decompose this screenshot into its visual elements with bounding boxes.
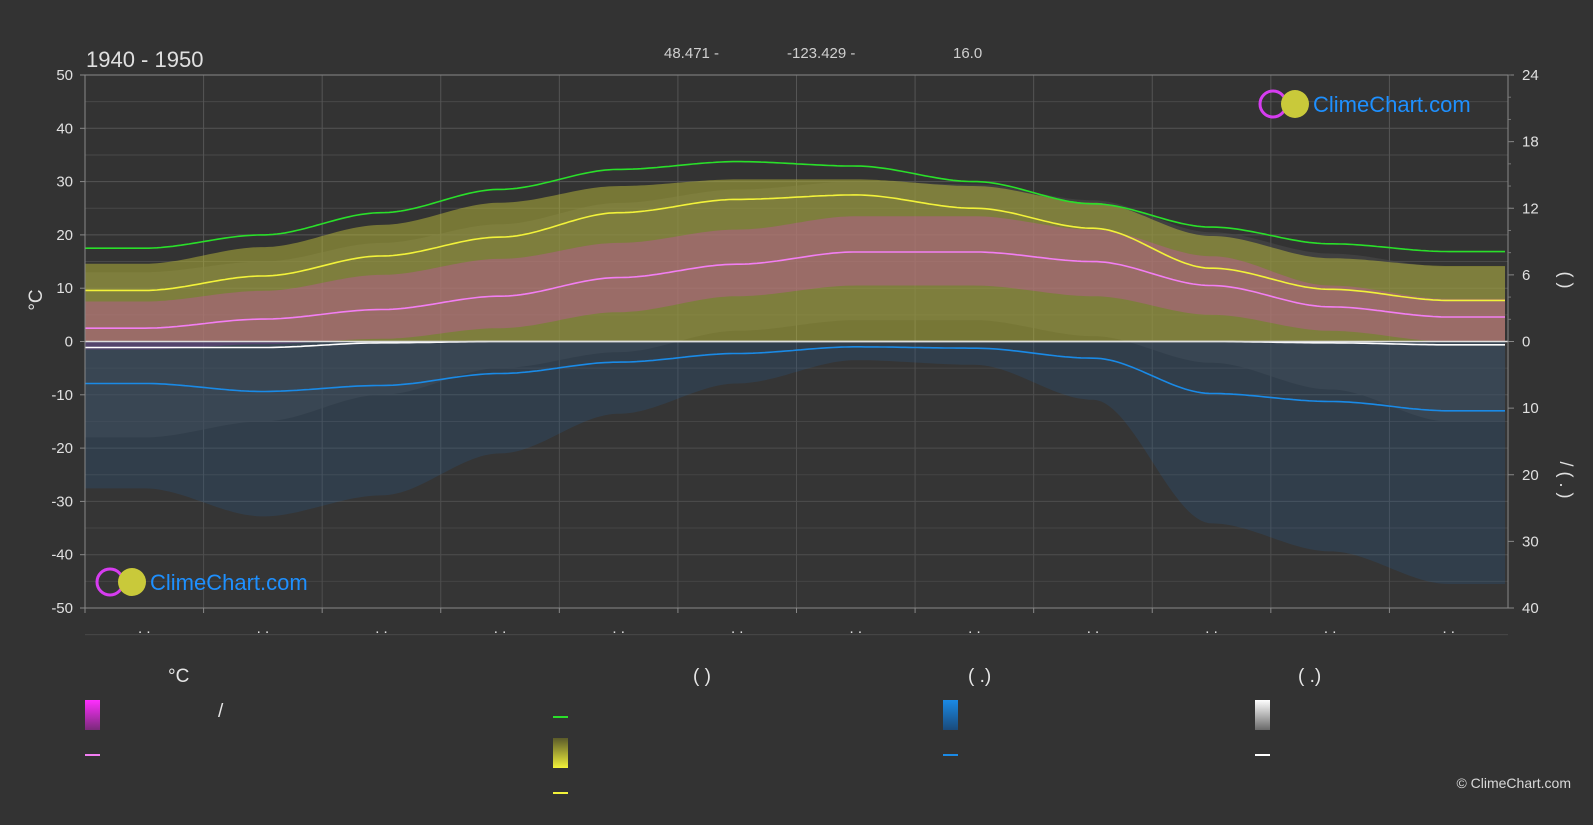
legend-sunshine-range-swatch	[553, 738, 568, 768]
x-tick-label: . .	[612, 620, 625, 637]
y-right-top-tick-label: 24	[1522, 67, 1539, 84]
x-tick-label: . .	[1324, 620, 1337, 637]
x-tick-label: . .	[850, 620, 863, 637]
legend-snow-header: ( .)	[1298, 666, 1322, 687]
y-right-bottom-axis-label: / ( . )	[1556, 462, 1576, 499]
y-left-tick-label: -40	[51, 547, 73, 564]
legend-temp-range-swatch	[85, 700, 100, 730]
x-tick-label: . .	[1205, 620, 1218, 637]
daylight-line	[85, 160, 1505, 253]
x-tick-label: . .	[375, 620, 388, 637]
precip-band	[85, 341, 1505, 584]
y-left-tick-label: 20	[56, 227, 73, 244]
x-tick-label: . .	[1442, 620, 1455, 637]
y-left-tick-label: 30	[56, 174, 73, 191]
precip-line	[85, 346, 1505, 412]
legend-sunshine-swatch	[553, 792, 568, 794]
legend-precip-range-swatch	[943, 700, 958, 730]
y-right-top-tick-label: 18	[1522, 134, 1539, 151]
data-lines	[85, 160, 1508, 412]
y-left-tick-label: -20	[51, 440, 73, 457]
y-left-tick-label: -30	[51, 493, 73, 510]
elevation-text: 16.0	[953, 45, 982, 62]
y-left-tick-label: 50	[56, 67, 73, 84]
legend-temperature-header: °C	[168, 666, 190, 687]
y-left-tick-label: -10	[51, 387, 73, 404]
legend-daylight-swatch	[553, 716, 568, 718]
y-right-top-axis-label: ( )	[1556, 272, 1576, 289]
y-right-bottom-tick-label: 30	[1522, 533, 1539, 550]
longitude-text: -123.429 -	[787, 45, 855, 62]
x-tick-label: . .	[731, 620, 744, 637]
legend-temp-mean-swatch	[85, 754, 100, 756]
temp-range-band	[85, 216, 1505, 350]
logo-sun-icon	[118, 568, 146, 596]
legend-rain-header: ( .)	[968, 666, 992, 687]
x-tick-label: . .	[138, 620, 151, 637]
temp-extreme-band	[85, 181, 1505, 438]
legend-daylight-header: ( )	[693, 666, 711, 687]
y-right-bottom-tick-label: 10	[1522, 400, 1539, 417]
y-right-top-tick-label: 12	[1522, 200, 1539, 217]
latitude-text: 48.471 -	[664, 45, 719, 62]
x-tick-label: . .	[257, 620, 270, 637]
x-tick-label: . .	[968, 620, 981, 637]
y-left-tick-label: 40	[56, 120, 73, 137]
y-right-bottom-tick-label: 20	[1522, 467, 1539, 484]
axes: 50 40 30 20 10 0 -10 -20 -30 -40 -50 24 18 12 6 0 10 20 30…	[51, 67, 1538, 637]
sunshine-line	[85, 194, 1505, 302]
sunshine-band	[85, 179, 1505, 342]
logo-sun-icon	[1281, 90, 1309, 118]
climechart-logo-top: ClimeChart.com	[1258, 89, 1471, 119]
lower-shade	[85, 341, 1508, 608]
climechart-logo-bottom: ClimeChart.com	[95, 567, 308, 597]
temp_mean-line	[85, 251, 1505, 329]
data-bands	[85, 179, 1508, 608]
legend-temp-slash: /	[218, 701, 224, 722]
logo-text-top: ClimeChart.com	[1313, 92, 1471, 117]
x-tick-label: . .	[1087, 620, 1100, 637]
period-title: 1940 - 1950	[86, 47, 203, 72]
copyright: © ClimeChart.com	[1456, 775, 1571, 791]
x-tick-label: . .	[494, 620, 507, 637]
climate-chart: 50 40 30 20 10 0 -10 -20 -30 -40 -50 24 18 12 6 0 10 20 30…	[26, 45, 1576, 637]
y-left-tick-label: 10	[56, 280, 73, 297]
logo-text-bottom: ClimeChart.com	[150, 570, 308, 595]
legend-snow-swatch	[1255, 754, 1270, 756]
y-left-axis-label: °C	[26, 289, 47, 310]
y-left-tick-label: 0	[65, 334, 73, 351]
y-left-tick-label: -50	[51, 600, 73, 617]
y-right-top-tick-label: 6	[1522, 267, 1530, 284]
legend: °C ( ) ( .) ( .) /	[0, 640, 1593, 825]
y-right-bottom-tick-label: 40	[1522, 600, 1539, 617]
legend-snow-range-swatch	[1255, 700, 1270, 730]
legend-precip-swatch	[943, 754, 958, 756]
y-right-top-tick-label: 0	[1522, 334, 1530, 351]
